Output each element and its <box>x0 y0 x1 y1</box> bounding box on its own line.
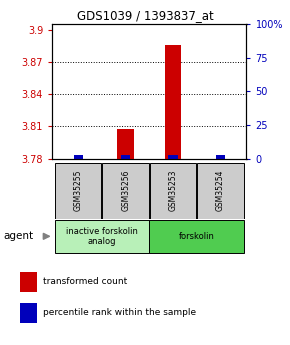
FancyBboxPatch shape <box>150 163 196 218</box>
Text: forskolin: forskolin <box>179 232 215 241</box>
Text: agent: agent <box>3 231 33 241</box>
Text: GSM35255: GSM35255 <box>74 170 83 211</box>
Bar <box>20 272 37 292</box>
FancyBboxPatch shape <box>149 220 244 253</box>
Bar <box>20 303 37 323</box>
Bar <box>117 129 134 159</box>
Text: transformed count: transformed count <box>43 277 127 286</box>
Bar <box>121 156 130 159</box>
Bar <box>216 156 225 159</box>
Text: percentile rank within the sample: percentile rank within the sample <box>43 308 196 317</box>
Bar <box>74 156 83 159</box>
Bar <box>168 156 177 159</box>
FancyBboxPatch shape <box>55 163 102 218</box>
Text: GSM35256: GSM35256 <box>121 170 130 211</box>
Text: GDS1039 / 1393837_at: GDS1039 / 1393837_at <box>77 9 213 22</box>
FancyBboxPatch shape <box>55 220 149 253</box>
FancyBboxPatch shape <box>197 163 244 218</box>
Bar <box>165 45 181 159</box>
Text: inactive forskolin
analog: inactive forskolin analog <box>66 227 138 246</box>
FancyBboxPatch shape <box>102 163 149 218</box>
Text: GSM35254: GSM35254 <box>216 170 225 211</box>
Text: GSM35253: GSM35253 <box>168 170 177 211</box>
